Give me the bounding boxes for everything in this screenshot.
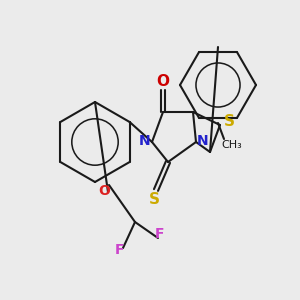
Text: N: N	[139, 134, 151, 148]
Text: O: O	[98, 184, 110, 198]
Text: F: F	[154, 227, 164, 241]
Text: CH₃: CH₃	[222, 140, 242, 150]
Text: O: O	[157, 74, 169, 89]
Text: S: S	[224, 113, 235, 128]
Text: S: S	[148, 193, 160, 208]
Text: F: F	[114, 243, 124, 257]
Text: N: N	[197, 134, 209, 148]
